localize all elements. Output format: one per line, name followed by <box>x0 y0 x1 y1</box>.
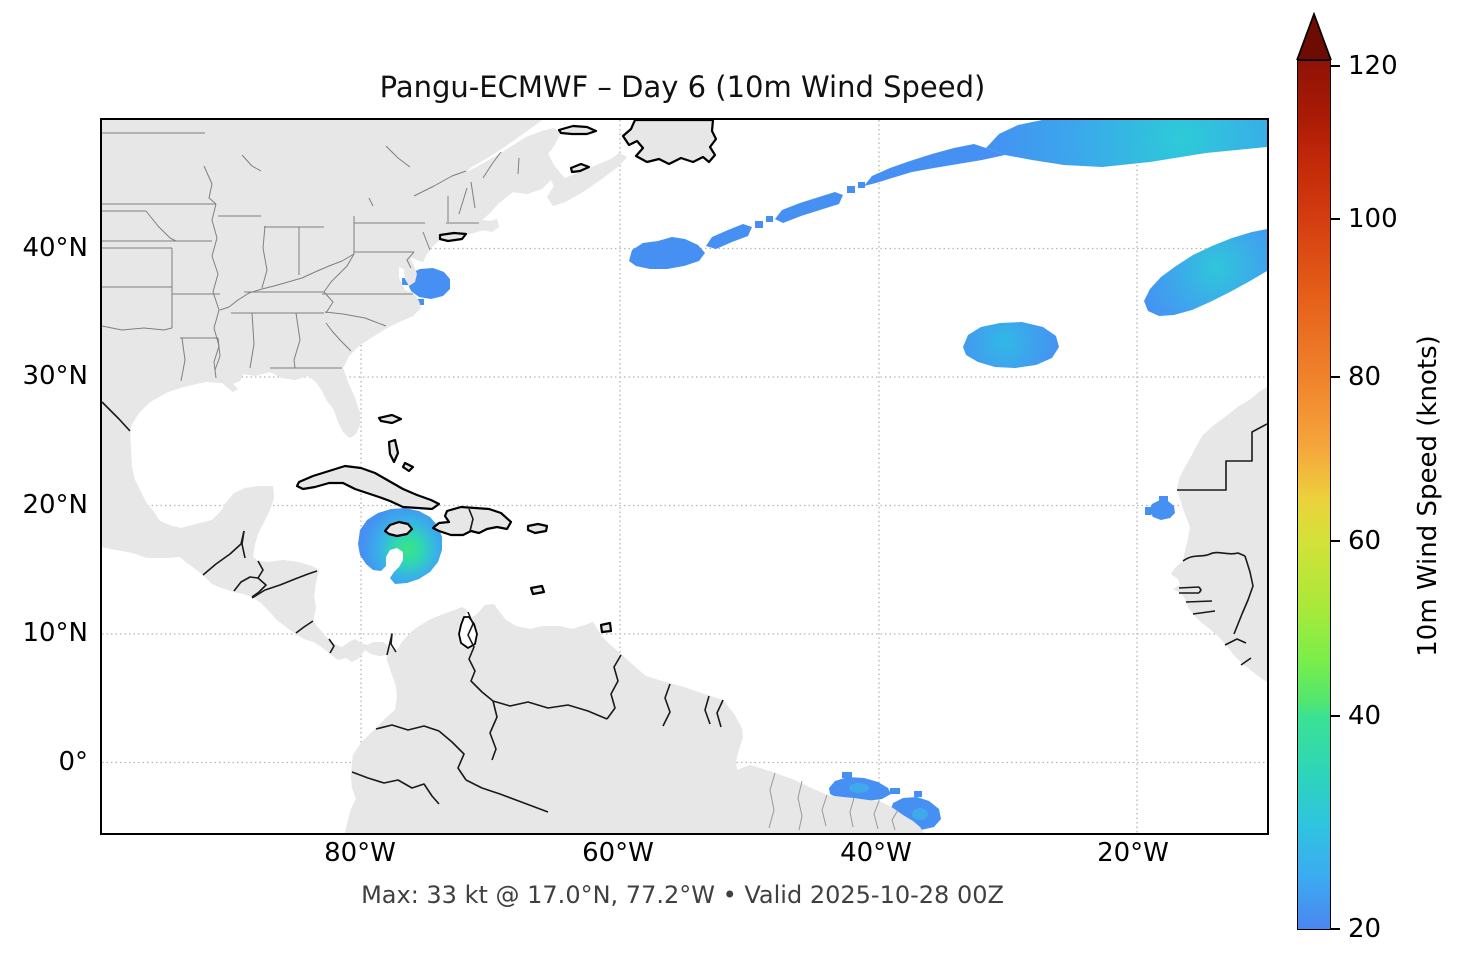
bahamas-3 <box>401 461 415 473</box>
puerto-rico <box>526 522 549 535</box>
cbar-label-80: 80 <box>1348 362 1382 392</box>
cbar-tick-60 <box>1331 540 1340 542</box>
haiti-dr-border <box>468 508 474 532</box>
islands <box>295 120 718 634</box>
lat-tick-20n: 20°N <box>22 490 88 520</box>
state-borders <box>102 132 520 382</box>
cbar-tick-40 <box>1331 715 1340 717</box>
northeast-atlantic-cigar <box>1144 229 1267 316</box>
lat-tick-30n: 30°N <box>22 361 88 391</box>
lat-tick-0: 0° <box>58 747 88 777</box>
west-africa-patch <box>1145 496 1175 520</box>
figure-title: Pangu-ECMWF – Day 6 (10m Wind Speed) <box>379 70 986 104</box>
central-atlantic-oval <box>963 322 1059 368</box>
prince-edward-island <box>569 162 591 174</box>
lon-tick-60w: 60°W <box>582 838 654 868</box>
storm-near-jamaica <box>358 508 442 584</box>
lat-tick-40n: 40°N <box>22 233 88 263</box>
map-svg <box>102 120 1267 833</box>
colorbar-extend-arrow <box>1296 12 1332 60</box>
cbar-label-100: 100 <box>1348 204 1398 234</box>
cbar-tick-80 <box>1331 376 1340 378</box>
wind-speed-field <box>225 120 1267 830</box>
cuba <box>295 464 441 511</box>
figure-caption: Max: 33 kt @ 17.0°N, 77.2°W • Valid 2025… <box>361 881 1004 909</box>
cbar-label-20: 20 <box>1348 914 1382 944</box>
colorbar <box>1297 60 1331 930</box>
bahamas-2 <box>387 438 400 464</box>
long-island <box>438 231 468 243</box>
country-borders <box>102 401 1267 813</box>
lat-tick-10n: 10°N <box>22 618 88 648</box>
cbar-tick-100 <box>1331 218 1340 220</box>
bahamas-1 <box>377 413 403 425</box>
north-atlantic-band <box>986 120 1267 167</box>
mid-atlantic-coastal-patch <box>402 268 450 305</box>
lon-tick-80w: 80°W <box>324 838 396 868</box>
colorbar-axis-label: 10m Wind Speed (knots) <box>1413 335 1443 657</box>
cbar-tick-120 <box>1331 65 1340 67</box>
brazil-state-borders <box>768 772 899 831</box>
anticosti <box>557 124 598 136</box>
cbar-label-60: 60 <box>1348 526 1382 556</box>
north-atlantic-streak <box>629 144 1005 269</box>
lon-tick-20w: 20°W <box>1097 838 1169 868</box>
cbar-tick-20 <box>1331 928 1340 930</box>
trinidad <box>599 621 613 634</box>
jamaica <box>383 520 414 538</box>
cbar-label-120: 120 <box>1348 51 1398 81</box>
newfoundland <box>621 120 718 166</box>
cbar-label-40: 40 <box>1348 701 1382 731</box>
venezuelan-islet <box>529 584 546 596</box>
map-canvas <box>100 118 1269 835</box>
lon-tick-40w: 40°W <box>840 838 912 868</box>
